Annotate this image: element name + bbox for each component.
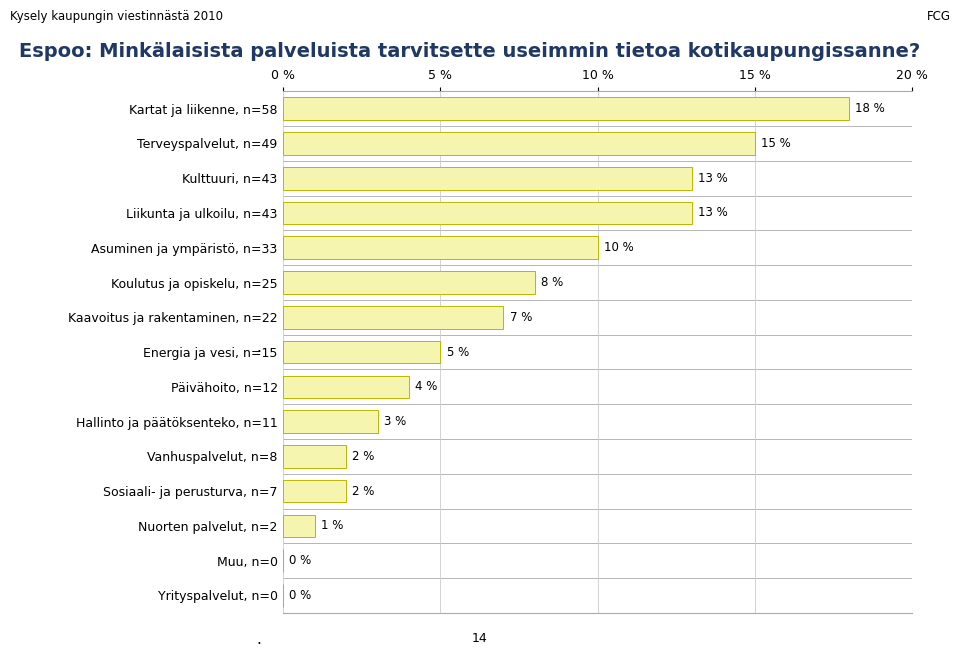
Bar	[283, 306, 503, 329]
Text: 7 %: 7 %	[510, 311, 532, 324]
Bar	[283, 410, 377, 433]
Text: 10 %: 10 %	[604, 241, 634, 254]
Bar	[283, 514, 315, 537]
Bar	[283, 132, 755, 155]
Text: 13 %: 13 %	[698, 207, 728, 220]
Text: ·: ·	[256, 344, 262, 360]
Bar	[283, 237, 597, 259]
Text: 8 %: 8 %	[541, 276, 564, 289]
Text: 3 %: 3 %	[384, 415, 406, 428]
Text: Espoo: Minkälaisista palveluista tarvitsette useimmin tietoa kotikaupungissanne?: Espoo: Minkälaisista palveluista tarvits…	[19, 42, 921, 61]
Text: ·: ·	[256, 637, 262, 652]
Text: 2 %: 2 %	[352, 450, 374, 463]
Text: 15 %: 15 %	[761, 137, 791, 150]
Bar	[283, 271, 535, 294]
Bar	[283, 97, 849, 120]
Text: 4 %: 4 %	[416, 380, 438, 393]
Text: 18 %: 18 %	[855, 102, 885, 115]
Text: 1 %: 1 %	[321, 520, 344, 533]
Bar	[283, 445, 346, 467]
Text: 5 %: 5 %	[446, 346, 468, 359]
Text: 2 %: 2 %	[352, 484, 374, 497]
Bar	[283, 201, 692, 224]
Bar	[283, 167, 692, 190]
Bar	[283, 341, 441, 363]
Bar	[283, 480, 346, 503]
Text: Kysely kaupungin viestinnästä 2010: Kysely kaupungin viestinnästä 2010	[10, 10, 223, 23]
Text: 0 %: 0 %	[290, 554, 312, 567]
Text: FCG: FCG	[926, 10, 950, 23]
Bar	[283, 376, 409, 398]
Text: 14: 14	[472, 632, 488, 645]
Text: 13 %: 13 %	[698, 171, 728, 185]
Text: 0 %: 0 %	[290, 589, 312, 602]
